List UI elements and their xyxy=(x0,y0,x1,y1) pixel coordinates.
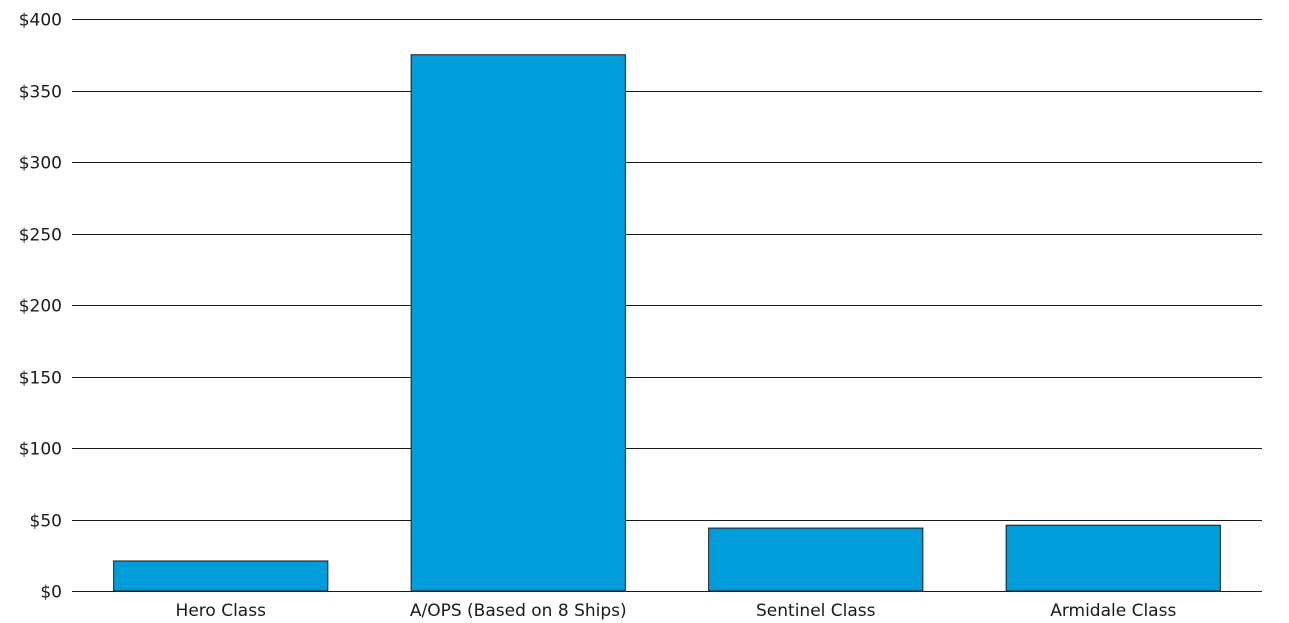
x-category-label: Armidale Class xyxy=(1050,601,1176,621)
x-category-label: Sentinel Class xyxy=(756,601,876,621)
bar-hero-class xyxy=(113,560,329,592)
x-category-label: A/OPS (Based on 8 Ships) xyxy=(410,601,627,621)
y-tick-label: $200 xyxy=(19,297,62,317)
y-tick-label: $100 xyxy=(19,440,62,460)
y-tick-label: $150 xyxy=(19,369,62,389)
x-axis-category-labels: Hero Class A/OPS (Based on 8 Ships) Sentin… xyxy=(176,601,1177,621)
y-tick-label: $0 xyxy=(40,583,62,603)
bar-armidale-class xyxy=(1005,524,1221,592)
y-tick-label: $250 xyxy=(19,226,62,246)
bar-a-ops-based-on-8-ships xyxy=(410,54,626,592)
y-tick-label: $50 xyxy=(30,512,62,532)
bars xyxy=(113,54,1221,592)
y-tick-label: $300 xyxy=(19,154,62,174)
x-category-label: Hero Class xyxy=(176,601,267,621)
y-axis-tick-labels: $0 $50 $100 $150 $200 $250 $300 $350 $400 xyxy=(19,11,62,603)
gridlines xyxy=(72,19,1262,592)
bar-sentinel-class xyxy=(708,527,924,592)
y-tick-label: $400 xyxy=(19,11,62,31)
y-tick-label: $350 xyxy=(19,83,62,103)
